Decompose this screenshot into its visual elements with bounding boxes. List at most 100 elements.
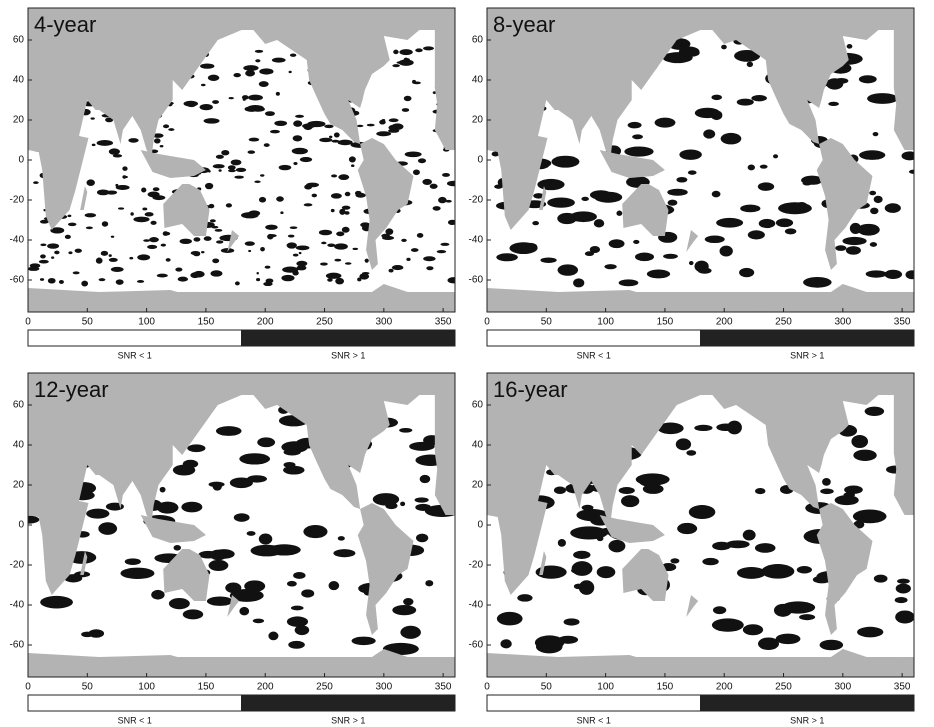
snr-patch: [229, 588, 264, 602]
snr-patch: [225, 203, 232, 208]
snr-patch: [422, 178, 432, 186]
snr-patch: [496, 253, 518, 262]
snr-patch: [334, 243, 348, 250]
snr-patch: [843, 492, 856, 498]
snr-patch: [500, 639, 512, 649]
snr-patch: [260, 174, 265, 177]
y-tick-label: -40: [469, 235, 484, 246]
snr-patch: [147, 244, 158, 250]
snr-patch: [243, 65, 259, 71]
snr-patch: [199, 103, 213, 111]
map-body: [28, 8, 455, 312]
y-tick-label: -60: [469, 275, 484, 286]
snr-patch: [747, 164, 755, 171]
legend-label: SNR < 1: [118, 715, 152, 725]
snr-patch: [857, 626, 884, 638]
snr-patch: [234, 281, 240, 286]
snr-patch: [385, 228, 394, 235]
snr-patch: [241, 212, 259, 219]
snr-patch: [296, 260, 308, 267]
snr-patch: [736, 567, 766, 579]
snr-patch: [399, 427, 413, 433]
snr-patch: [288, 70, 292, 74]
snr-patch: [295, 245, 310, 251]
snr-patch: [820, 488, 834, 495]
land: [487, 8, 701, 230]
snr-patch: [207, 74, 220, 81]
snr-patch: [150, 220, 157, 225]
x-tick-label: 300: [834, 682, 851, 693]
snr-patch: [64, 234, 71, 240]
legend-label: SNR > 1: [790, 350, 824, 360]
y-tick-label: 0: [18, 155, 24, 166]
snr-patch: [265, 224, 278, 230]
snr-patch: [85, 226, 93, 230]
snr-patch: [558, 635, 579, 644]
snr-patch: [98, 522, 118, 535]
snr-patch: [151, 589, 165, 600]
snr-patch: [215, 154, 224, 159]
snr-patch: [646, 269, 671, 279]
snr-patch: [835, 245, 847, 251]
snr-patch: [257, 437, 276, 448]
land: [487, 649, 914, 677]
snr-patch: [578, 580, 595, 595]
x-tick-label: 350: [894, 682, 911, 693]
snr-patch: [160, 243, 166, 247]
snr-patch: [67, 222, 77, 227]
snr-patch: [110, 266, 124, 272]
x-tick-label: 250: [316, 682, 333, 693]
snr-patch: [351, 636, 376, 646]
snr-patch: [739, 267, 755, 278]
x-tick-label: 250: [775, 682, 792, 693]
land: [686, 230, 699, 252]
y-tick-label: -60: [10, 640, 25, 651]
snr-patch: [341, 226, 350, 233]
snr-patch: [214, 229, 223, 232]
snr-patch: [159, 486, 166, 493]
snr-patch: [355, 192, 366, 198]
snr-patch: [324, 124, 334, 129]
snr-patch: [254, 49, 264, 53]
snr-patch: [244, 106, 259, 112]
snr-patch: [90, 117, 95, 120]
land: [893, 8, 914, 150]
land: [357, 138, 414, 270]
snr-patch: [203, 118, 220, 124]
snr-patch: [348, 156, 356, 163]
land: [686, 595, 699, 617]
snr-patch: [110, 235, 115, 238]
snr-patch: [403, 598, 414, 606]
snr-patch: [292, 135, 303, 142]
snr-patch: [742, 624, 764, 636]
snr-patch: [47, 277, 56, 284]
snr-patch: [720, 132, 742, 145]
y-tick-label: 40: [472, 75, 484, 86]
snr-patch: [624, 146, 654, 157]
snr-patch: [571, 567, 585, 574]
snr-patch: [227, 165, 236, 170]
snr-patch: [112, 154, 123, 158]
snr-patch: [233, 513, 250, 522]
snr-patch: [152, 187, 160, 192]
snr-patch: [406, 257, 411, 262]
snr-patch: [275, 91, 280, 96]
snr-patch: [295, 114, 304, 118]
snr-patch: [711, 618, 744, 632]
snr-patch: [299, 157, 313, 163]
snr-patch: [260, 246, 265, 252]
snr-patch: [388, 268, 394, 273]
snr-patch: [141, 187, 147, 193]
snr-patch: [812, 575, 831, 584]
snr-patch: [423, 256, 436, 262]
snr-patch: [337, 139, 353, 146]
snr-patch: [136, 280, 145, 283]
land: [816, 503, 873, 635]
snr-patch: [344, 262, 352, 265]
x-tick-label: 0: [484, 317, 490, 328]
snr-patch: [350, 164, 355, 168]
snr-patch: [108, 257, 118, 262]
snr-patch: [86, 179, 95, 186]
snr-patch: [869, 242, 878, 247]
snr-patch: [432, 91, 437, 95]
